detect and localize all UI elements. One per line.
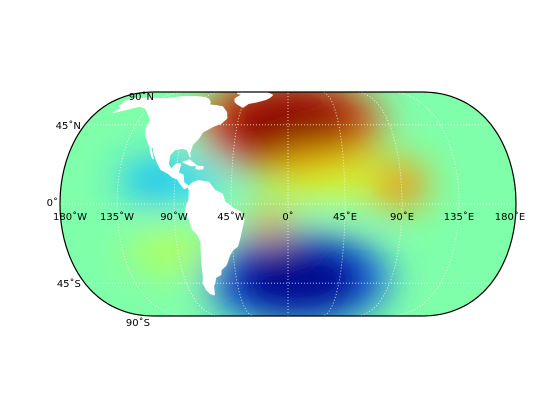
graticule-labels: 90˚N 45˚N 0˚ 45˚S 90˚S 180˚W 135˚W 90˚W 45˚W 0˚ 45…: [47, 91, 526, 329]
meridian-label: 180˚W: [53, 211, 87, 223]
meridian-label: 90˚W: [160, 211, 188, 223]
field-anomaly: [249, 208, 290, 239]
parallel-label: 90˚N: [129, 91, 154, 103]
meridian-label: 0˚: [282, 211, 293, 223]
south-america-landmass: [184, 179, 245, 296]
meridian-label: 45˚E: [333, 211, 357, 223]
map-globe: [60, 92, 516, 316]
parallel-label: 90˚S: [126, 317, 150, 329]
field-anomaly: [227, 242, 368, 315]
meridian-label: 180˚E: [495, 211, 525, 223]
field-anomaly: [131, 229, 212, 274]
island-landmass: [195, 165, 204, 170]
parallel-label: 45˚S: [57, 278, 81, 290]
meridian-label: 45˚W: [217, 211, 245, 223]
greenland-landmass: [234, 92, 273, 108]
meridian-line: [173, 92, 222, 316]
meridian-label: 90˚E: [390, 211, 414, 223]
map-frame: [59, 91, 517, 317]
parallel-label: 0˚: [47, 197, 58, 209]
field-anomaly: [270, 147, 381, 204]
meridian-line: [321, 92, 346, 316]
meridian-line: [354, 92, 403, 316]
continents: [113, 92, 273, 296]
island-landmass: [181, 159, 198, 167]
parallel-label: 45˚N: [56, 120, 81, 132]
north-america-landmass: [113, 96, 228, 190]
meridian-label: 135˚W: [100, 211, 134, 223]
meridian-label: 135˚E: [444, 211, 474, 223]
